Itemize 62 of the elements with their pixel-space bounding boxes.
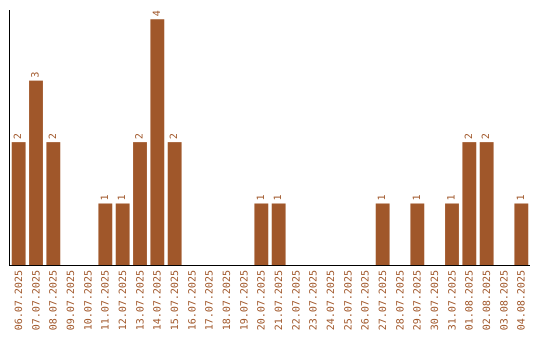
data-label: 1 [412,194,423,201]
x-tick-label: 03.08.2025 [499,270,510,330]
x-tick-label: 13.07.2025 [135,270,146,330]
data-label: 2 [169,133,180,140]
x-tick-label: 04.08.2025 [516,270,528,330]
x-tick-label: 06.07.2025 [14,270,25,330]
bar [12,142,26,265]
x-tick-label: 23.07.2025 [308,270,320,330]
x-tick-label: 22.07.2025 [291,270,302,330]
bar [168,142,182,265]
data-label: 1 [377,194,388,201]
bar [254,204,268,265]
x-tick-label: 07.07.2025 [31,270,42,330]
data-label: 3 [30,72,42,78]
x-tick-label: 14.07.2025 [152,270,164,330]
data-label: 1 [516,194,527,201]
x-tick-label: 10.07.2025 [83,270,94,330]
x-tick-label: 12.07.2025 [118,270,129,330]
x-tick-label: 24.07.2025 [326,270,337,330]
bar [272,204,286,265]
bar [133,142,147,265]
data-label: 2 [48,133,59,140]
x-tick-label: 08.07.2025 [48,270,60,330]
data-label: 2 [464,133,475,140]
bar [116,204,130,265]
x-tick-label: 30.07.2025 [430,270,441,330]
bar [445,204,459,265]
x-tick-label: 11.07.2025 [100,270,112,330]
x-tick-label: 28.07.2025 [395,270,406,330]
x-tick-label: 18.07.2025 [222,270,233,330]
x-tick-label: 20.07.2025 [256,270,268,330]
x-tick-label: 02.08.2025 [482,270,493,330]
x-tick-label: 15.07.2025 [170,270,181,330]
bar [514,204,528,265]
bar [150,19,164,265]
x-tick-label: 25.07.2025 [343,270,354,330]
bar [410,204,424,265]
bar [29,80,43,265]
data-label: 1 [117,194,128,201]
x-tick-label: 21.07.2025 [274,270,285,330]
data-label: 1 [446,194,458,201]
x-tick-label: 31.07.2025 [447,270,458,330]
data-label: 1 [100,194,111,201]
bar [462,142,476,265]
data-label: 4 [152,10,163,16]
x-tick-label: 29.07.2025 [412,270,424,330]
x-tick-label: 01.08.2025 [464,270,476,330]
x-tick-label: 19.07.2025 [239,270,250,330]
bar [480,142,494,265]
data-label: 1 [273,194,284,201]
x-tick-label: 27.07.2025 [378,270,389,330]
bar [46,142,60,265]
bar [98,204,112,265]
data-label: 1 [256,194,267,201]
x-tick-label: 26.07.2025 [360,270,372,330]
data-label: 2 [481,133,492,140]
data-label: 2 [134,133,146,140]
data-label: 2 [13,133,24,140]
x-tick-label: 17.07.2025 [204,270,216,330]
x-tick-label: 09.07.2025 [66,270,77,330]
x-tick-label: 16.07.2025 [187,270,198,330]
bar [376,204,390,265]
